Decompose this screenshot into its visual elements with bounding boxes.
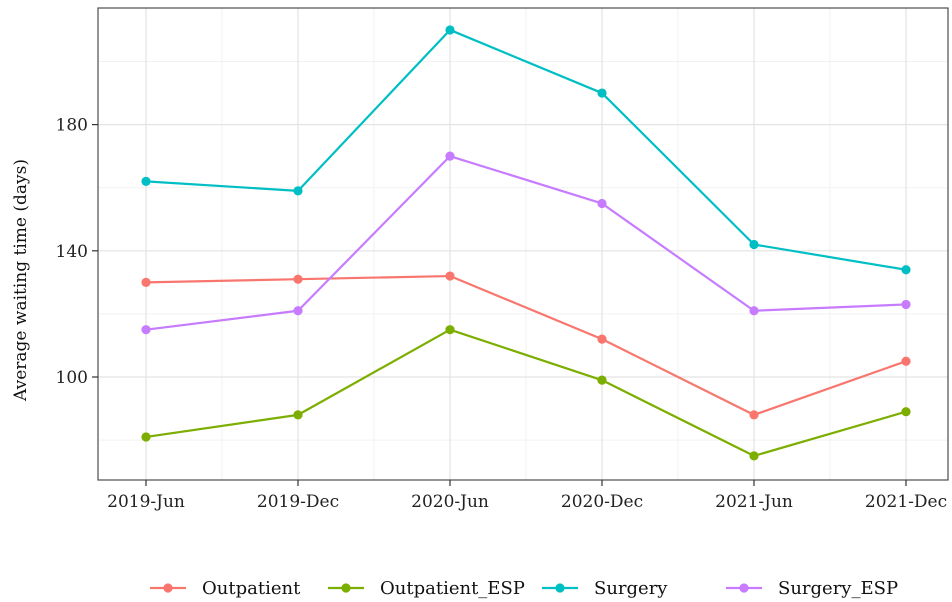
series-outpatient-esp — [141, 325, 911, 461]
series-surgery — [141, 25, 911, 275]
plot-panel-border — [97, 7, 949, 481]
series-surgery-esp — [141, 151, 911, 335]
data-point — [901, 356, 911, 366]
data-point — [445, 151, 455, 161]
y-axis-title: Average waiting time (days) — [11, 159, 31, 402]
legend-item: Outpatient_ESP — [328, 578, 525, 599]
legend-label: Surgery — [594, 578, 668, 599]
data-point — [597, 375, 607, 385]
data-point — [597, 198, 607, 209]
data-point — [749, 239, 759, 250]
data-point — [141, 176, 151, 186]
axes: 100 140 180 2019-Jun 2019-Dec 2020-Jun 2020-De… — [56, 116, 948, 512]
legend-label: Outpatient — [202, 578, 301, 599]
x-tick-label: 2021-Jun — [715, 492, 793, 512]
data-point — [901, 407, 911, 417]
data-point — [749, 306, 759, 316]
data-point — [749, 451, 759, 461]
data-point — [141, 432, 151, 442]
series-outpatient — [141, 271, 911, 420]
series-line — [145, 328, 907, 457]
legend-item: Surgery — [542, 578, 668, 599]
data-point — [293, 186, 303, 196]
series-line — [145, 274, 907, 416]
legend-key-point — [163, 583, 173, 593]
data-point — [293, 306, 303, 316]
data-point — [141, 325, 151, 335]
data-point — [445, 271, 455, 281]
data-point — [901, 265, 911, 275]
legend-key-point — [739, 583, 749, 593]
data-point — [445, 25, 455, 35]
x-tick-label: 2021-Dec — [865, 492, 947, 512]
legend-label: Outpatient_ESP — [380, 578, 525, 599]
legend-key-point — [555, 583, 565, 593]
data-point — [293, 274, 303, 284]
data-point — [749, 410, 759, 420]
series-group — [141, 25, 911, 461]
x-tick-label: 2019-Dec — [257, 492, 339, 512]
series-line — [145, 155, 907, 331]
gridlines — [98, 8, 948, 480]
legend-key-point — [341, 583, 351, 593]
x-tick-label: 2019-Jun — [107, 492, 185, 512]
y-tick-label: 140 — [56, 242, 88, 262]
legend-label: Surgery_ESP — [778, 578, 898, 599]
data-point — [293, 410, 303, 420]
legend-item: Surgery_ESP — [726, 578, 898, 599]
legend: Outpatient Outpatient_ESP Surgery Surgery_E… — [150, 578, 898, 599]
data-point — [597, 334, 607, 344]
data-point — [597, 88, 607, 98]
legend-item: Outpatient — [150, 578, 301, 599]
data-point — [445, 325, 455, 335]
series-line — [145, 28, 907, 271]
x-tick-label: 2020-Dec — [561, 492, 643, 512]
y-tick-label: 100 — [56, 368, 88, 388]
data-point — [901, 299, 911, 310]
y-tick-label: 180 — [56, 116, 88, 136]
x-tick-label: 2020-Jun — [411, 492, 489, 512]
data-point — [141, 277, 151, 287]
